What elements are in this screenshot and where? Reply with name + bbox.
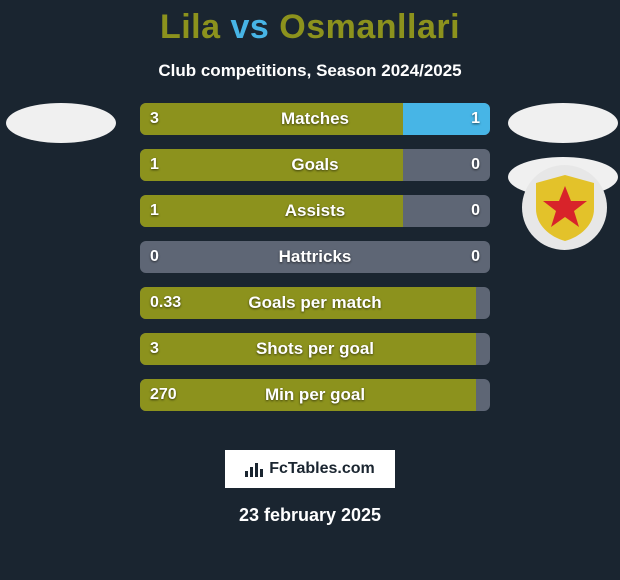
- stat-value-right: 1: [461, 103, 490, 135]
- stat-row: Shots per goal3: [140, 333, 490, 365]
- stat-label: Min per goal: [140, 379, 490, 411]
- stat-value-right: 0: [461, 195, 490, 227]
- stat-value-left: 1: [140, 149, 169, 181]
- stat-label: Hattricks: [140, 241, 490, 273]
- player2-avatar: [508, 103, 618, 143]
- player1-avatar: [6, 103, 116, 143]
- stat-value-left: 0.33: [140, 287, 191, 319]
- player1-name: Lila: [160, 8, 221, 46]
- club-crest-icon: [528, 171, 602, 245]
- date-text: 23 february 2025: [0, 505, 620, 526]
- player2-club-badge: [522, 165, 607, 250]
- stat-value-left: 0: [140, 241, 169, 273]
- chart-icon: [245, 461, 263, 477]
- brand-text: FcTables.com: [269, 460, 375, 478]
- stat-row: Hattricks0 0: [140, 241, 490, 273]
- stat-row: Goals1 0: [140, 149, 490, 181]
- stat-label: Shots per goal: [140, 333, 490, 365]
- stat-value-right: 0: [461, 241, 490, 273]
- brand-badge: FcTables.com: [225, 450, 395, 488]
- stat-row: Matches3 1: [140, 103, 490, 135]
- stat-label: Assists: [140, 195, 490, 227]
- stat-value-left: 3: [140, 103, 169, 135]
- player2-name: Osmanllari: [279, 8, 460, 46]
- vs-text: vs: [231, 8, 270, 46]
- stat-row: Goals per match0.33: [140, 287, 490, 319]
- stat-row: Assists1 0: [140, 195, 490, 227]
- comparison-chart: Matches31Goals10Assists10Hattricks00Goal…: [0, 103, 620, 423]
- subtitle: Club competitions, Season 2024/2025: [0, 61, 620, 81]
- stat-value-left: 270: [140, 379, 187, 411]
- stat-value-left: 3: [140, 333, 169, 365]
- page-title: Lila vs Osmanllari: [0, 0, 620, 47]
- stat-label: Matches: [140, 103, 490, 135]
- stat-value-left: 1: [140, 195, 169, 227]
- stat-label: Goals: [140, 149, 490, 181]
- bars-container: Matches31Goals10Assists10Hattricks00Goal…: [140, 103, 490, 425]
- stat-label: Goals per match: [140, 287, 490, 319]
- stat-value-right: 0: [461, 149, 490, 181]
- stat-row: Min per goal270: [140, 379, 490, 411]
